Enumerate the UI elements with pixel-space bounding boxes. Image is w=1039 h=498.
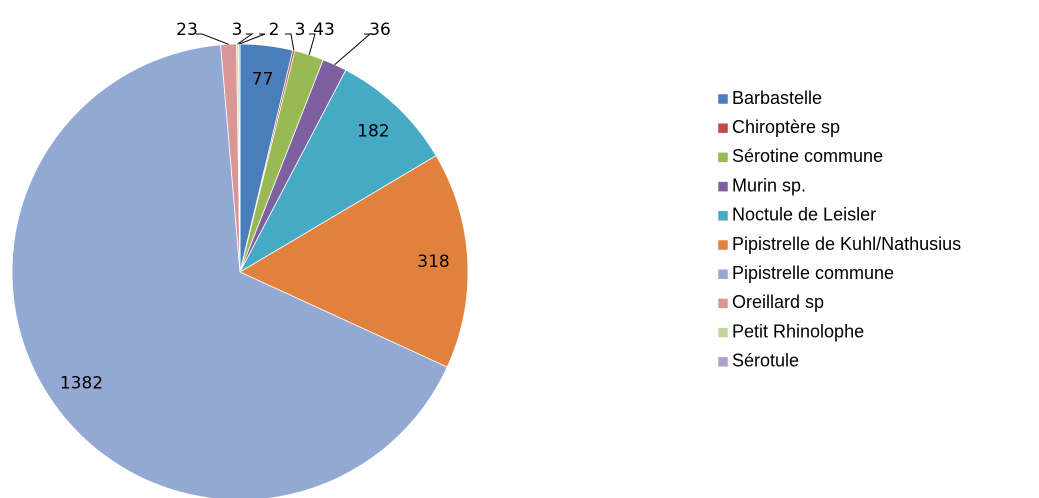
data-label: 1382 [60,373,103,393]
legend-label: Noctule de Leisler [732,205,876,225]
legend-label: Murin sp. [732,175,806,195]
legend-label: Sérotule [732,351,799,371]
data-label: 3 [232,20,243,40]
legend-swatch [717,327,729,338]
data-label: 23 [176,20,198,40]
pie-slice [11,44,448,498]
legend-swatch [717,268,729,280]
pie-slice [239,155,469,368]
leader-line [334,33,372,65]
data-label: 77 [252,70,274,90]
data-label: 182 [357,121,389,141]
legend-swatch [717,298,729,309]
legend-swatch [717,356,729,368]
legend-label: Barbastelle [732,88,822,108]
legend-label: Sérotine commune [732,146,883,166]
legend-swatch [717,181,729,192]
legend-label: Petit Rhinolophe [732,321,864,341]
data-label: 3 [295,20,306,40]
legend-swatch [717,93,729,105]
leader-line [239,33,266,45]
data-label: 318 [417,252,449,272]
data-label: 43 [313,20,335,40]
leader-line [196,33,229,45]
leader-line [285,33,295,51]
legend-swatch [717,239,729,251]
legend-swatch [717,122,729,134]
legend-swatch [717,210,729,222]
legend-label: Oreillard sp [732,292,824,312]
data-label: 36 [369,20,391,40]
data-label: 2 [269,20,280,40]
legend-label: Pipistrelle commune [732,263,894,283]
legend-label: Chiroptère sp [732,117,840,137]
legend-label: Pipistrelle de Kuhl/Nathusius [732,234,961,254]
legend-swatch [717,152,729,163]
pie-slice [238,69,437,274]
leader-line [237,33,254,45]
leader-line [308,33,316,55]
